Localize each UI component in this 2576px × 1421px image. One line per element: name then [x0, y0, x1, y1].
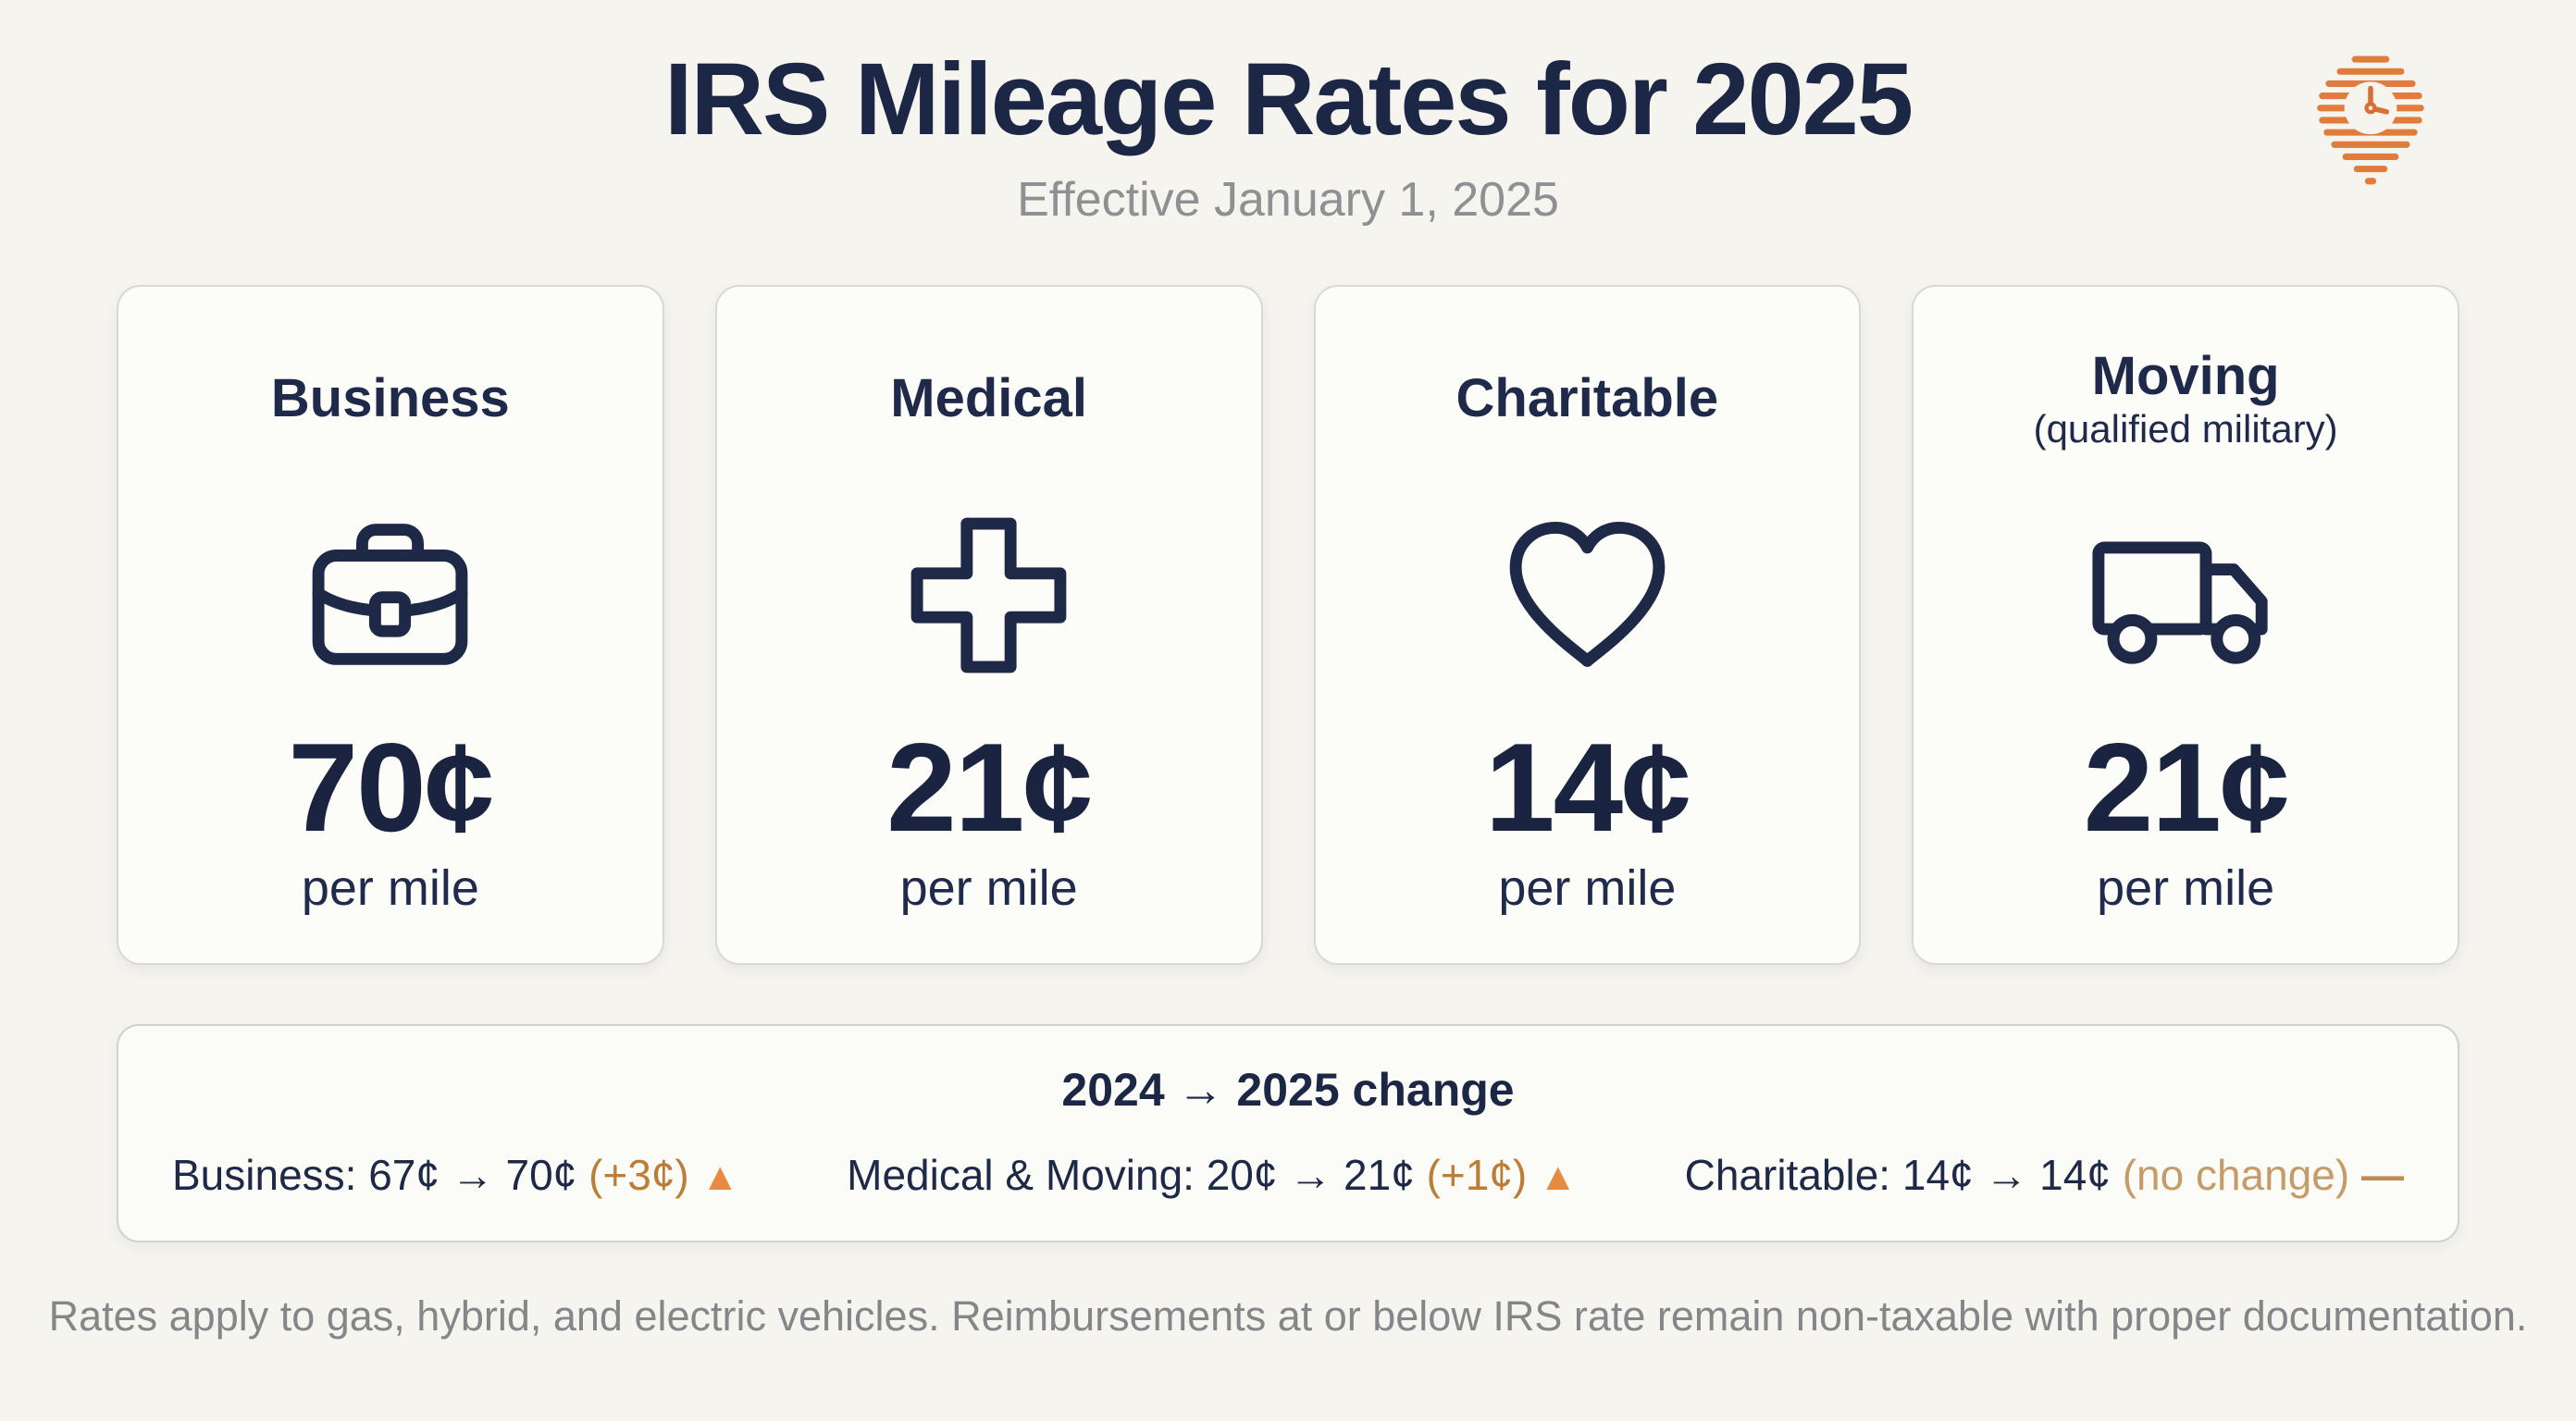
rate-card-charitable: Charitable 14¢ per mile	[1313, 284, 1862, 965]
card-head: Medical	[890, 331, 1087, 469]
rate-unit: per mile	[899, 859, 1078, 916]
change-item-charitable: Charitable: 14¢ → 14¢ (no change) —	[1685, 1150, 2404, 1200]
change-text: Business: 67¢ → 70¢	[172, 1150, 577, 1199]
rate-value: 21¢	[886, 716, 1093, 858]
change-item-medical-moving: Medical & Moving: 20¢ → 21¢ (+1¢) ▲	[847, 1150, 1577, 1200]
clock-pin-logo-icon	[2311, 54, 2430, 194]
rate-card-medical: Medical 21¢ per mile	[714, 284, 1263, 965]
page-title: IRS Mileage Rates for 2025	[663, 43, 1913, 156]
page-subtitle: Effective January 1, 2025	[1017, 172, 1559, 227]
footer-note: Rates apply to gas, hybrid, and electric…	[48, 1291, 2528, 1340]
briefcase-icon	[291, 468, 489, 721]
rate-card-business: Business 70¢ per mile	[117, 284, 664, 965]
rate-unit: per mile	[1498, 859, 1677, 916]
card-label: Medical	[890, 368, 1087, 429]
card-head: Moving (qualified military)	[2034, 331, 2338, 469]
change-panel: 2024 → 2025 change Business: 67¢ → 70¢ (…	[117, 1023, 2459, 1242]
heart-icon	[1488, 468, 1687, 721]
truck-icon	[2087, 468, 2285, 721]
change-delta: (no change)	[2122, 1150, 2350, 1199]
card-label: Charitable	[1455, 368, 1719, 429]
rate-value: 70¢	[288, 716, 494, 858]
up-triangle-icon: ▲	[1539, 1154, 1578, 1198]
card-label: Moving	[2091, 346, 2280, 407]
rate-value: 14¢	[1484, 716, 1691, 858]
header: IRS Mileage Rates for 2025 Effective Jan…	[0, 0, 2576, 228]
no-change-dash-icon: —	[2360, 1150, 2404, 1199]
card-sublabel: (qualified military)	[2033, 407, 2338, 451]
change-item-business: Business: 67¢ → 70¢ (+3¢) ▲	[172, 1150, 739, 1200]
rate-cards-row: Business 70¢ per mile Medical	[117, 284, 2459, 965]
up-triangle-icon: ▲	[700, 1154, 740, 1198]
change-delta: (+3¢)	[588, 1150, 689, 1199]
change-text: Charitable: 14¢ → 14¢	[1684, 1150, 2111, 1199]
change-row: Business: 67¢ → 70¢ (+3¢) ▲ Medical & Mo…	[172, 1150, 2404, 1200]
card-head: Charitable	[1456, 331, 1719, 469]
rate-unit: per mile	[2097, 859, 2275, 916]
change-delta: (+1¢)	[1426, 1150, 1528, 1199]
rate-unit: per mile	[301, 859, 479, 916]
change-text: Medical & Moving: 20¢ → 21¢	[847, 1150, 1415, 1199]
rate-card-moving: Moving (qualified military) 21¢ per mile	[1912, 284, 2459, 965]
change-heading: 2024 → 2025 change	[1061, 1063, 1515, 1116]
medical-cross-icon	[889, 468, 1088, 721]
card-label: Business	[270, 368, 510, 429]
rate-value: 21¢	[2083, 716, 2290, 858]
card-head: Business	[271, 331, 510, 469]
